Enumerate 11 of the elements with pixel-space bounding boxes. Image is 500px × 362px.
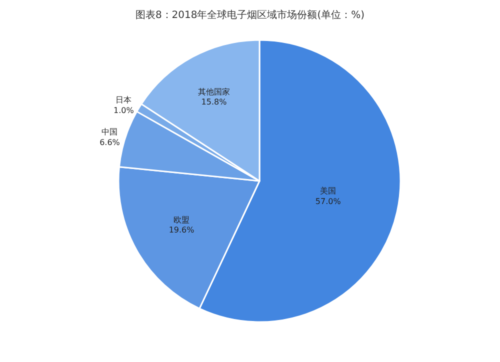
data-label: 1.0%: [113, 106, 134, 115]
data-label: 19.6%: [168, 226, 195, 235]
slice-label: 欧盟: [174, 215, 190, 224]
data-label: 15.8%: [201, 98, 228, 107]
slice-label: 美国: [320, 186, 336, 196]
chart-title: 图表8：2018年全球电子烟区域市场份额(单位：%): [135, 8, 365, 21]
slice-label: 中国: [102, 128, 118, 137]
data-label: 6.6%: [100, 138, 120, 148]
data-label: 57.0%: [315, 197, 342, 206]
slice-label: 日本: [116, 95, 132, 104]
slice-label: 其他国家: [198, 87, 230, 96]
